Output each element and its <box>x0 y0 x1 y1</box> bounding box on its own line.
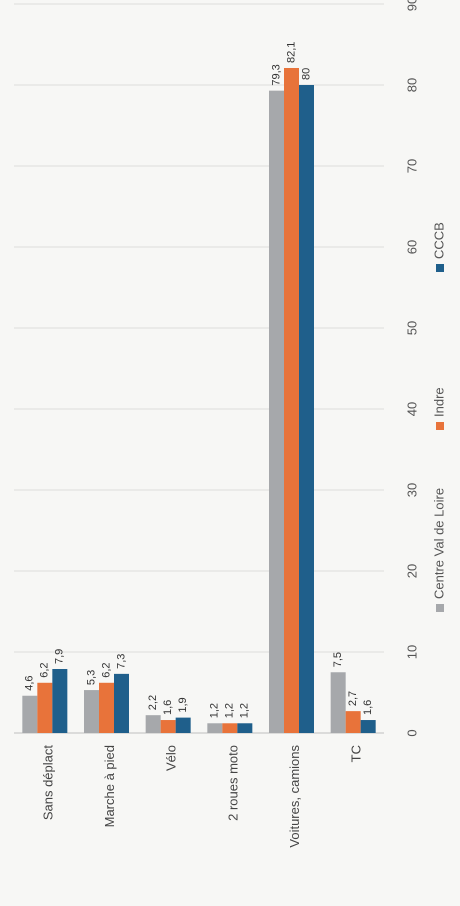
bar <box>207 723 223 733</box>
bar <box>175 717 191 733</box>
category-label: Voitures, camions <box>287 745 302 848</box>
legend-label: Centre Val de Loire <box>431 488 446 599</box>
legend-swatch <box>436 264 444 272</box>
value-tick-label: 50 <box>404 321 419 335</box>
data-label: 7,9 <box>54 649 66 664</box>
value-tick-label: 70 <box>404 159 419 173</box>
data-label: 7,3 <box>115 654 127 669</box>
bar <box>99 682 114 733</box>
data-label: 6,2 <box>100 662 112 677</box>
bar <box>345 711 361 733</box>
data-label: 1,9 <box>177 697 189 712</box>
bar <box>222 723 238 733</box>
category-label: 2 roues moto <box>225 745 240 821</box>
bar <box>299 85 314 733</box>
category-label: TC <box>349 745 364 762</box>
bar <box>37 682 53 733</box>
value-tick-label: 80 <box>404 78 419 92</box>
data-label: 79,3 <box>270 64 282 85</box>
bar <box>52 669 68 733</box>
data-label: 1,2 <box>224 703 236 718</box>
legend-label: Indre <box>431 387 446 417</box>
data-label: 1,2 <box>239 703 251 718</box>
data-label: 1,6 <box>162 700 174 715</box>
category-label: Vélo <box>164 745 179 771</box>
bar <box>330 672 346 733</box>
data-label: 2,2 <box>147 695 159 710</box>
bar <box>84 690 99 733</box>
category-label: Marche à pied <box>102 745 117 827</box>
value-tick-label: 10 <box>404 645 419 659</box>
data-label: 82,1 <box>285 42 297 63</box>
value-tick-label: 60 <box>404 240 419 254</box>
legend-swatch <box>436 604 444 612</box>
data-label: 80 <box>300 68 312 80</box>
data-label: 7,5 <box>332 652 344 667</box>
data-label: 2,7 <box>347 691 359 706</box>
data-label: 1,2 <box>209 703 221 718</box>
bar <box>284 67 299 734</box>
value-tick-label: 30 <box>404 483 419 497</box>
value-tick-label: 90 <box>404 0 419 11</box>
bar <box>114 673 129 733</box>
bar <box>160 720 176 733</box>
bar <box>237 723 253 733</box>
bar <box>22 695 38 733</box>
bar <box>145 715 161 733</box>
value-tick-label: 20 <box>404 564 419 578</box>
bar <box>269 90 284 734</box>
bar <box>360 720 376 733</box>
data-label: 4,6 <box>24 675 36 690</box>
value-tick-label: 0 <box>404 729 419 736</box>
data-label: 6,2 <box>39 662 51 677</box>
data-label: 1,6 <box>362 700 374 715</box>
data-label: 5,3 <box>85 670 97 685</box>
legend-label: CCCB <box>431 222 446 259</box>
value-tick-label: 40 <box>404 402 419 416</box>
category-label: Sans déplact <box>40 745 55 821</box>
legend-swatch <box>436 422 444 430</box>
